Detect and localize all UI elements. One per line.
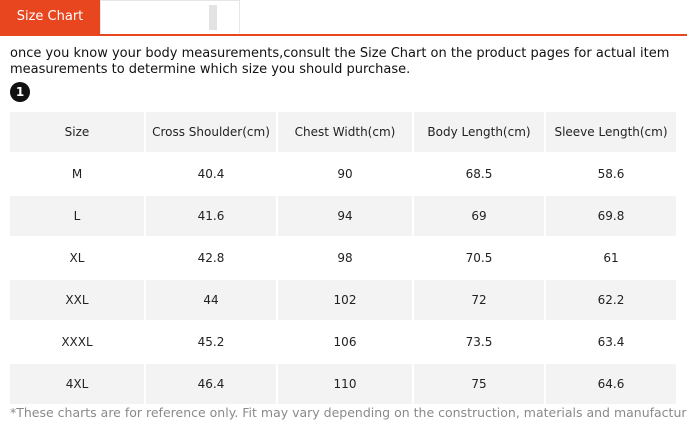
table-row: XXL 44 102 72 62.2	[10, 280, 676, 320]
cell: 42.8	[146, 238, 276, 278]
step-badge: 1	[10, 82, 30, 102]
cell: 40.4	[146, 154, 276, 194]
cell: 69.8	[546, 196, 676, 236]
cell: 110	[278, 364, 412, 404]
table-row: M 40.4 90 68.5 58.6	[10, 154, 676, 194]
header-row: Size Cross Shoulder(cm) Chest Width(cm) Bod…	[10, 112, 676, 152]
header-cell: Body Length(cm)	[414, 112, 544, 152]
table-row: XXXL 45.2 106 73.5 63.4	[10, 322, 676, 362]
cell: 102	[278, 280, 412, 320]
cell: 73.5	[414, 322, 544, 362]
header-cell: Size	[10, 112, 144, 152]
header-cell: Chest Width(cm)	[278, 112, 412, 152]
intro-text: once you know your body measurements,con…	[10, 46, 670, 77]
cell: 62.2	[546, 280, 676, 320]
cell: XXXL	[10, 322, 144, 362]
cell: 72	[414, 280, 544, 320]
cell: 64.6	[546, 364, 676, 404]
header-cell: Cross Shoulder(cm)	[146, 112, 276, 152]
scroll-handle	[209, 5, 217, 30]
cell: 90	[278, 154, 412, 194]
header-cell: Sleeve Length(cm)	[546, 112, 676, 152]
footnote: *These charts are for reference only. Fi…	[10, 405, 687, 420]
cell: 58.6	[546, 154, 676, 194]
cell: 63.4	[546, 322, 676, 362]
cell: 61	[546, 238, 676, 278]
cell: 41.6	[146, 196, 276, 236]
cell: L	[10, 196, 144, 236]
cell: 106	[278, 322, 412, 362]
table-row: XL 42.8 98 70.5 61	[10, 238, 676, 278]
cell: 70.5	[414, 238, 544, 278]
tab[interactable]: Size Chart	[0, 0, 100, 34]
cell: 46.4	[146, 364, 276, 404]
tab-blank	[100, 0, 240, 33]
cell: 69	[414, 196, 544, 236]
cell: 45.2	[146, 322, 276, 362]
table-row: 4XL 46.4 110 75 64.6	[10, 364, 676, 404]
cell: XXL	[10, 280, 144, 320]
cell: 94	[278, 196, 412, 236]
table-row: L 41.6 94 69 69.8	[10, 196, 676, 236]
cell: 75	[414, 364, 544, 404]
cell: XL	[10, 238, 144, 278]
cell: 4XL	[10, 364, 144, 404]
cell: 44	[146, 280, 276, 320]
cell: 98	[278, 238, 412, 278]
cell: M	[10, 154, 144, 194]
tab-bar: Size Chart	[0, 0, 687, 36]
size-table: Size Cross Shoulder(cm) Chest Width(cm) Bod…	[10, 112, 676, 406]
cell: 68.5	[414, 154, 544, 194]
